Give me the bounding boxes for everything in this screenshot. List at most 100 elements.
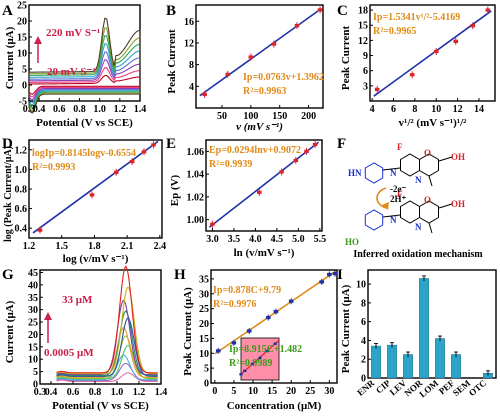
data-point-high-H	[288, 299, 294, 303]
x-tick-label-C: 8	[412, 104, 417, 115]
data-point-low-H	[239, 373, 243, 376]
y-tick-label-I: 10	[356, 280, 366, 291]
r-squared-C: R²=0.9965	[373, 26, 416, 37]
bar-lev	[403, 354, 413, 379]
x-axis-label-B: v (mV s⁻¹)	[236, 121, 283, 133]
oxidation-arrowhead	[382, 202, 389, 210]
dpv-curve-G	[56, 317, 158, 377]
r-squared-low-H: R²=0.9989	[229, 358, 272, 369]
data-point-high-H	[265, 315, 271, 320]
y-tick-label-D: 1.2	[15, 145, 28, 156]
plot-frame-I	[367, 269, 497, 379]
ring-piperazine-bottom	[364, 209, 384, 231]
atom-HO: HO	[345, 237, 359, 247]
x-tick-label-G: 0.6	[67, 387, 80, 398]
arrow-label-protons: 2H⁺	[390, 194, 407, 204]
y-tick-label-C: 3	[363, 81, 368, 92]
y-tick-label-G: 10	[28, 355, 38, 366]
annotation-bottom-A: 20 mV S⁻¹	[47, 66, 96, 78]
y-tick-label-H: 10	[199, 349, 209, 360]
bar-nor	[419, 278, 429, 379]
bar-cip	[387, 344, 397, 379]
data-point-D	[113, 170, 119, 174]
bar-lom	[435, 338, 445, 379]
y-tick-label-G: 25	[28, 318, 38, 329]
dpv-curve-G	[56, 345, 158, 380]
panel-letter-I: I	[337, 267, 343, 283]
x-axis-label-A: Potential (V vs SCE)	[36, 117, 133, 129]
x-axis-label-G: Potential (V vs SCE)	[52, 400, 149, 412]
ring-piperazine-top	[364, 162, 384, 184]
x-tick-label-C: 10	[431, 104, 441, 115]
data-point-D	[129, 159, 135, 164]
y-tick-label-H: 30	[199, 289, 209, 300]
x-tick-label-E: 3.5	[228, 234, 241, 245]
y-tick-label-B: 4	[189, 82, 194, 93]
equation-B: Ip=0.0763v+1.3962	[243, 72, 324, 83]
y-tick-label-E: 1.02	[187, 192, 205, 203]
y-axis-label-G: Current (μA)	[4, 300, 16, 363]
y-tick-label-H: 20	[199, 319, 209, 330]
dpv-curve-G	[56, 286, 158, 375]
atom-OH-top: OH	[451, 152, 465, 162]
annotation-top-A: 220 mV S⁻¹	[46, 27, 100, 39]
y-tick-label-G: 40	[28, 280, 38, 291]
atom-F-bottom: F	[397, 189, 403, 199]
y-axis-label-B: Peak Current	[166, 29, 178, 94]
fit-line-D	[32, 140, 159, 234]
y-tick-label-H: 5	[204, 364, 209, 375]
data-point-B	[225, 72, 231, 76]
panel-letter-G: G	[2, 267, 14, 283]
data-point-high-H	[215, 349, 221, 353]
x-tick-label-E: 3.0	[206, 234, 219, 245]
annotation-top-G: 33 μM	[62, 294, 93, 306]
y-axis-label-I: Peak Current (μA)	[340, 284, 352, 373]
data-point-E	[256, 190, 262, 194]
y-tick-label-A: -5	[19, 97, 27, 108]
atom-N-bottom-pip: N	[390, 215, 397, 225]
bar-enr	[371, 345, 381, 379]
bond-ethyl-top	[428, 175, 433, 187]
plot-frame-G	[39, 269, 162, 385]
x-tick-label-D: 2.4	[154, 241, 167, 252]
r-squared-high-H: R²=0.9976	[213, 299, 256, 310]
y-tick-label-I: 0	[361, 374, 366, 385]
plot-frame-C	[369, 4, 496, 102]
data-point-high-H	[273, 310, 279, 314]
x-tick-label-C: 12	[453, 104, 463, 115]
bond-acid-bottom	[438, 203, 453, 209]
data-point-D	[37, 228, 43, 232]
ring-benzene-bottom	[400, 200, 420, 224]
data-point-C	[433, 49, 439, 54]
oxidation-arrow	[376, 187, 387, 209]
y-tick-label-G: 30	[28, 305, 38, 316]
data-point-E	[293, 158, 299, 163]
y-tick-label-B: 16	[184, 17, 194, 28]
y-axis-label-H: Peak Current (μA)	[182, 287, 194, 376]
data-point-E	[312, 142, 318, 147]
bar-pef	[451, 354, 461, 379]
fit-line-E	[208, 141, 320, 228]
y-tick-label-C: 6	[363, 66, 368, 77]
fit-line-C	[373, 10, 492, 97]
y-tick-label-G: 45	[28, 268, 38, 279]
data-point-D	[141, 150, 147, 154]
data-point-low-H	[250, 362, 254, 366]
x-tick-label-B: 200	[301, 111, 316, 122]
x-tick-label-A: 0.4	[33, 104, 46, 115]
x-tick-label-C: 6	[391, 104, 396, 115]
x-tick-label-A: 0.8	[73, 104, 86, 115]
y-tick-label-I: 2	[361, 355, 366, 366]
y-tick-label-C: 9	[363, 51, 368, 62]
atom-HN: HN	[348, 168, 362, 178]
x-tick-label-E: 4.5	[271, 234, 284, 245]
y-tick-label-G: 5	[33, 367, 38, 378]
y-tick-label-C: 12	[358, 36, 368, 47]
dpv-curve-G	[56, 310, 158, 376]
y-tick-label-B: 12	[184, 38, 194, 49]
x-tick-label-H: 20	[286, 386, 296, 397]
x-tick-label-A: 1.0	[93, 104, 106, 115]
x-axis-label-C: v¹/² (mV s⁻¹)¹/²	[399, 117, 468, 129]
x-tick-label-G: 0.4	[45, 387, 58, 398]
equation-D: logIp=0.8145logv-0.6554	[32, 148, 136, 159]
